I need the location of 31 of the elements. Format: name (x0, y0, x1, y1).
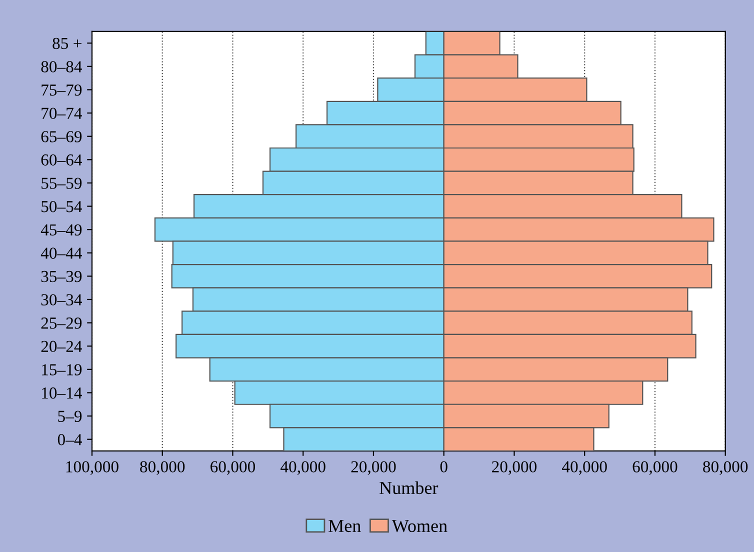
x-axis-title: Number (380, 481, 438, 494)
y-tick-label: 60–64 (41, 154, 82, 166)
y-tick-label: 15–19 (42, 364, 82, 376)
y-tick-label: 50–54 (42, 200, 82, 212)
x-tick-label: 40,000 (562, 461, 607, 475)
y-tick-label: 0–4 (58, 434, 82, 446)
y-tick-label: 75–79 (42, 84, 82, 96)
y-tick-label: 70–74 (42, 108, 82, 119)
x-tick-label: 20,000 (492, 461, 537, 475)
y-tick-label: 30–34 (41, 294, 82, 306)
x-tick-label: 80,000 (703, 461, 748, 475)
x-tick-label: 80,000 (140, 461, 185, 475)
x-tick-label: 0 (440, 461, 448, 472)
y-tick-label: 55–59 (42, 178, 82, 189)
y-tick-label: 65–69 (41, 131, 82, 142)
y-tick-label: 5–9 (58, 410, 82, 422)
x-tick-label: 20,000 (351, 461, 396, 475)
x-tick-label: 60,000 (632, 461, 678, 475)
y-tick-label: 80–84 (41, 61, 82, 72)
y-tick-label: 45–49 (40, 224, 82, 236)
y-tick-label: 40–44 (40, 248, 82, 259)
legend-label: Men (328, 520, 361, 532)
y-tick-label: 35–39 (41, 270, 82, 282)
y-tick-label: 85 + (52, 38, 82, 50)
y-tick-label: 25–29 (41, 318, 82, 329)
x-tick-label: 40,000 (280, 461, 326, 475)
x-tick-label: 100,000 (66, 461, 118, 475)
y-tick-label: 10–14 (42, 387, 82, 399)
x-tick-label: 60,000 (210, 461, 256, 475)
legend-label: Women (392, 520, 448, 532)
y-tick-label: 20–24 (41, 340, 82, 352)
